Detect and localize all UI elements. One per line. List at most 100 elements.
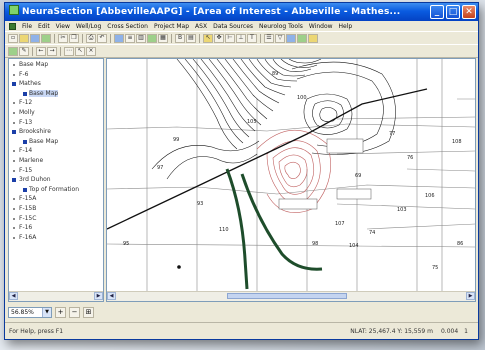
parcel-number: 77 <box>389 131 395 137</box>
tree-item[interactable]: Base Map <box>9 60 103 70</box>
parcel-number: 108 <box>452 139 462 145</box>
tree-item-label: F-15A <box>19 195 37 203</box>
tree-item[interactable]: F-16A <box>9 233 103 243</box>
tree-item[interactable]: Marlene <box>9 156 103 166</box>
save-icon[interactable] <box>30 33 40 43</box>
main-toolbar: ▫ ✂ ❐ ⎙ ↶ ≡ ▥ ▦ B ▤ ↖ ✥ ⊢ ⊥ T ☰ ▽ <box>5 31 478 45</box>
menu-neurolog-tools[interactable]: Neurolog Tools <box>259 22 303 30</box>
menu-view[interactable]: View <box>55 22 70 30</box>
menu-project-map[interactable]: Project Map <box>153 22 190 30</box>
log-icon[interactable]: ≡ <box>125 33 135 43</box>
tree-horizontal-scrollbar[interactable]: ◀ ▶ <box>9 291 103 301</box>
tree-item[interactable]: F-15B <box>9 204 103 214</box>
tree-item[interactable]: F-16 <box>9 223 103 233</box>
parcel-number: 106 <box>425 193 435 199</box>
scroll-left-icon[interactable]: ◀ <box>9 292 18 300</box>
grid-icon[interactable]: ▦ <box>158 33 168 43</box>
tree-item-label: F-15 <box>19 166 33 174</box>
refresh-icon[interactable] <box>297 33 307 43</box>
map-scroll-thumb[interactable] <box>227 293 347 299</box>
map-icon[interactable] <box>147 33 157 43</box>
project-tree[interactable]: Base Map F-6 Mathes Base Map F-12 Molly F-13 Br… <box>8 58 104 302</box>
measure-icon[interactable]: ⊥ <box>236 33 246 43</box>
zoom-select[interactable]: 56.85% ▼ <box>8 306 52 318</box>
new-icon[interactable]: ▫ <box>8 33 18 43</box>
menu-asx[interactable]: ASX <box>195 22 208 30</box>
tree-item[interactable]: Top of Formation <box>9 185 103 195</box>
zoom-out-icon[interactable]: − <box>69 306 80 318</box>
tree-item-label: F-12 <box>19 99 33 107</box>
open-icon[interactable] <box>19 33 29 43</box>
cut-icon[interactable]: ✂ <box>58 33 68 43</box>
menu-window[interactable]: Window <box>308 22 333 30</box>
cross-icon[interactable]: × <box>86 46 96 56</box>
highlight-icon[interactable] <box>308 33 318 43</box>
tree-item-label: Base Map <box>29 89 59 97</box>
ruler-icon[interactable]: ⊢ <box>225 33 235 43</box>
select-icon[interactable]: ↖ <box>75 46 85 56</box>
copy-icon[interactable]: ❐ <box>69 33 79 43</box>
tree-item[interactable]: Molly <box>9 108 103 118</box>
pointer-icon[interactable]: ↖ <box>203 33 213 43</box>
layer-bullet-icon <box>12 82 16 87</box>
filter-icon[interactable]: ▽ <box>275 33 285 43</box>
bold-icon[interactable]: B <box>175 33 185 43</box>
arrow-left-icon[interactable]: ← <box>36 46 46 56</box>
zoom-bar: 56.85% ▼ + − ⊞ <box>8 304 476 320</box>
project-icon[interactable] <box>41 33 51 43</box>
menu-cross-section[interactable]: Cross Section <box>107 22 148 30</box>
scroll-right-icon[interactable]: ▶ <box>94 292 103 300</box>
layer-icon[interactable] <box>8 46 18 56</box>
tree-item[interactable]: F-13 <box>9 118 103 128</box>
menu-file[interactable]: File <box>22 22 33 30</box>
tree-item[interactable]: F-15A <box>9 194 103 204</box>
print-icon[interactable]: ⎙ <box>86 33 96 43</box>
menu-edit[interactable]: Edit <box>38 22 50 30</box>
minimize-button[interactable]: _ <box>430 5 444 19</box>
title-bar[interactable]: NeuraSection [AbbevilleAAPG] - [Area of … <box>5 3 478 21</box>
tree-dot-icon <box>13 207 15 210</box>
tree-item[interactable]: F-15C <box>9 214 103 224</box>
text-icon[interactable]: T <box>247 33 257 43</box>
tree-item-label: F-16A <box>19 233 37 241</box>
tree-dot-icon <box>13 73 15 76</box>
map-horizontal-scrollbar[interactable]: ◀ ▶ <box>107 291 475 301</box>
tree-item[interactable]: Base Map <box>9 137 103 147</box>
document-icon[interactable] <box>9 22 16 30</box>
zoom-value: 56.85% <box>11 308 34 316</box>
chevron-down-icon[interactable]: ▼ <box>42 307 51 317</box>
map-scroll-left-icon[interactable]: ◀ <box>107 292 116 300</box>
map-scroll-right-icon[interactable]: ▶ <box>466 292 475 300</box>
section-icon[interactable]: ▥ <box>136 33 146 43</box>
close-button[interactable]: ✕ <box>462 5 476 19</box>
maximize-button[interactable]: □ <box>446 5 460 19</box>
arrow-right-icon[interactable]: → <box>47 46 57 56</box>
layers-icon[interactable]: ☰ <box>264 33 274 43</box>
dots-icon[interactable]: ⋯ <box>64 46 74 56</box>
chart-icon[interactable]: ▤ <box>186 33 196 43</box>
menu-well-log[interactable]: Well/Log <box>75 22 102 30</box>
menu-help[interactable]: Help <box>338 22 353 30</box>
tree-item[interactable]: Brookshire <box>9 127 103 137</box>
tree-item[interactable]: Mathes <box>9 79 103 89</box>
tree-item[interactable]: F-15 <box>9 166 103 176</box>
zoom-window-icon[interactable] <box>286 33 296 43</box>
tree-item[interactable]: F-6 <box>9 70 103 80</box>
tree-item[interactable]: Base Map <box>9 89 103 99</box>
zoom-in-icon[interactable]: + <box>55 306 66 318</box>
tree-item-label: F-13 <box>19 118 33 126</box>
tree-item[interactable]: F-12 <box>9 98 103 108</box>
zoom-extent-icon[interactable]: ⊞ <box>83 306 94 318</box>
tree-item-label: F-14 <box>19 147 33 155</box>
status-coordinates: NLAT: 25,467.4 Y: 15,559 m <box>350 327 433 335</box>
status-help: For Help, press F1 <box>9 327 64 335</box>
tree-item[interactable]: 3rd Duhon <box>9 175 103 185</box>
undo-icon[interactable]: ↶ <box>97 33 107 43</box>
pan-icon[interactable]: ✥ <box>214 33 224 43</box>
pencil-icon[interactable]: ✎ <box>19 46 29 56</box>
well-icon[interactable] <box>114 33 124 43</box>
tree-item[interactable]: F-14 <box>9 146 103 156</box>
parcel-number: 98 <box>312 241 318 247</box>
map-canvas[interactable]: 69 74 75 76 77 86 89 93 95 97 98 99 100 103 104 105 106 1… <box>106 58 476 302</box>
menu-data-sources[interactable]: Data Sources <box>213 22 254 30</box>
